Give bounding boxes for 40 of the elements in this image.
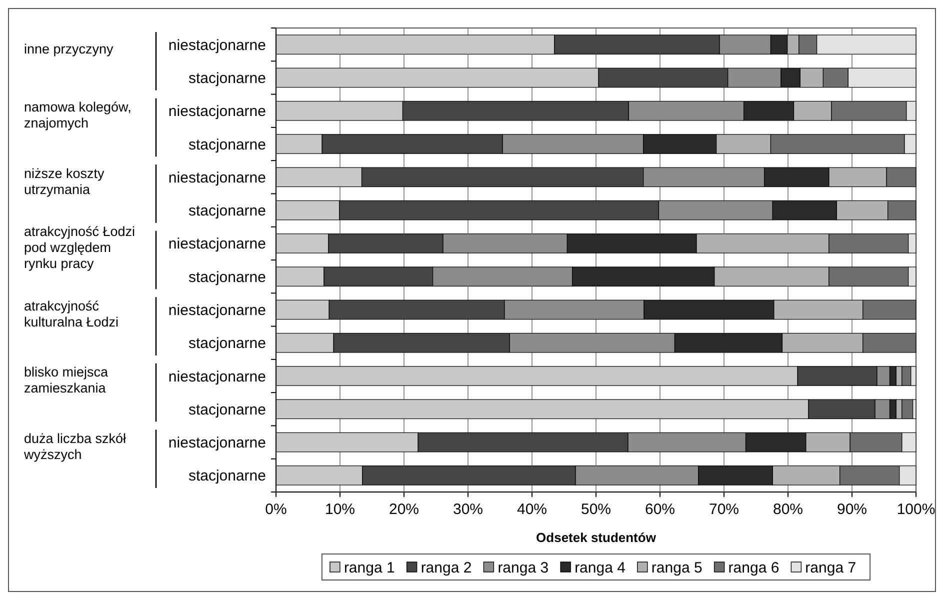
y-tick-label: niestacjonarne: [168, 434, 266, 452]
x-tick-label: 70%: [708, 501, 740, 518]
y-tick-label: stacjonarne: [188, 136, 266, 154]
y-tick-label: niestacjonarne: [168, 368, 266, 386]
legend-label: ranga 5: [651, 559, 702, 576]
x-tick-label: 40%: [516, 501, 548, 518]
text: duża liczba szkół wyższych: [23, 431, 126, 462]
x-tick-label: 10%: [324, 501, 356, 518]
legend-label: ranga 4: [574, 559, 626, 576]
y-tick-label: stacjonarne: [188, 70, 266, 87]
y-tick-label: stacjonarne: [188, 335, 266, 352]
text: blisko miejsca zamieszkania: [24, 364, 109, 396]
x-tick-label: 90%: [836, 501, 868, 518]
y-tick-label: niestacjonarne: [168, 302, 266, 319]
legend-label: ranga 3: [498, 559, 549, 576]
y-tick-label: stacjonarne: [188, 202, 266, 220]
y-tick-label: stacjonarne: [188, 268, 266, 286]
text: atrakcyjność Łodzi pod względem rynku pracy: [24, 224, 136, 272]
x-tick-label: 80%: [772, 501, 804, 518]
text: niższe koszty utrzymania: [24, 166, 105, 197]
y-tick-label: niestacjonarne: [168, 169, 266, 186]
x-tick-label: 0%: [265, 501, 287, 518]
y-tick-label: niestacjonarne: [168, 103, 266, 120]
legend-label: ranga 2: [420, 559, 472, 576]
y-tick-label: niestacjonarne: [168, 236, 266, 253]
legend-label: ranga 7: [805, 559, 856, 576]
x-tick-label: 20%: [388, 501, 420, 518]
x-tick-label: 30%: [452, 501, 484, 518]
x-tick-label: 60%: [644, 501, 676, 518]
legend-label: ranga 6: [728, 559, 780, 576]
x-tick-label: 100%: [896, 501, 936, 518]
x-axis-title: Odsetek studentów: [536, 530, 657, 545]
text: inne przyczyny: [24, 41, 114, 56]
x-tick-label: 50%: [580, 501, 612, 518]
y-tick-label: stacjonarne: [188, 468, 266, 485]
text: atrakcyjność kulturalna Łodzi: [24, 298, 119, 330]
legend-label: ranga 1: [344, 559, 395, 576]
y-tick-label: stacjonarne: [188, 401, 266, 418]
y-tick-label: niestacjonarne: [168, 36, 266, 54]
text: namowa kolegów, znajomych: [24, 100, 132, 131]
